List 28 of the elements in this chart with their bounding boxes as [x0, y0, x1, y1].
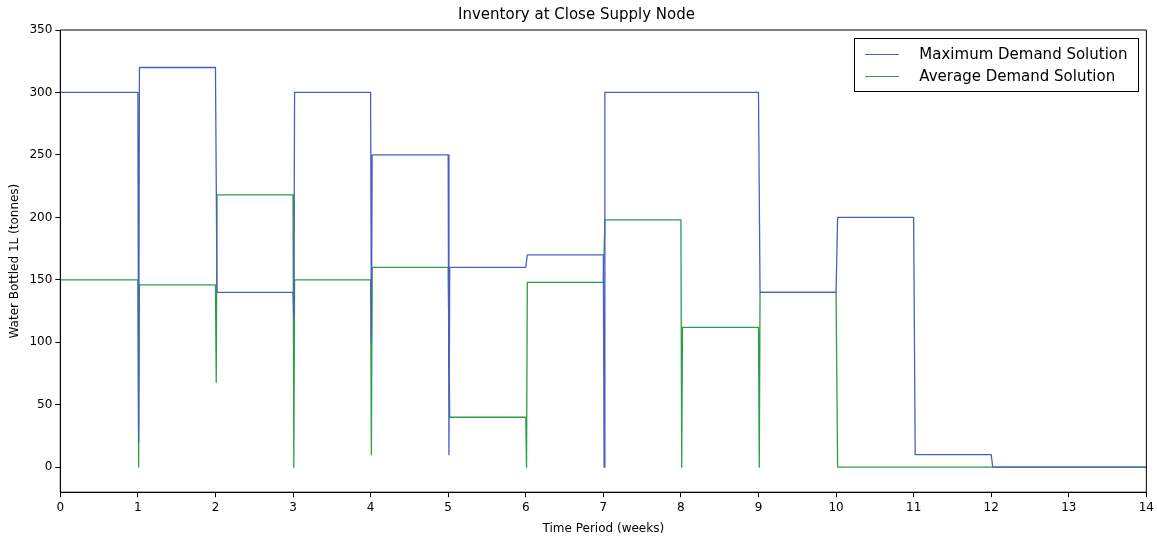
- chart-title: Inventory at Close Supply Node: [458, 4, 695, 23]
- x-tick-label: 7: [599, 499, 608, 514]
- y-tick-label: 50: [37, 396, 53, 411]
- legend-label: Maximum Demand Solution: [919, 45, 1128, 63]
- x-tick-label: 11: [906, 499, 922, 514]
- x-tick-label: 8: [677, 499, 685, 514]
- y-tick-label: 250: [29, 147, 53, 162]
- x-tick-label: 10: [828, 499, 844, 514]
- x-tick-label: 3: [289, 499, 297, 514]
- x-tick-label: 2: [211, 499, 220, 514]
- x-tick-label: 13: [1061, 499, 1077, 514]
- x-tick-label: 4: [366, 499, 375, 514]
- legend-label: Average Demand Solution: [919, 67, 1116, 85]
- y-tick-label: 100: [29, 334, 53, 349]
- y-axis-title: Water Bottled 1L (tonnes): [7, 183, 22, 339]
- x-tick-label: 0: [56, 499, 65, 514]
- x-tick-label: 6: [521, 499, 530, 514]
- x-tick-label: 12: [983, 499, 999, 514]
- x-tick-label: 1: [134, 499, 142, 514]
- y-tick-label: 150: [29, 271, 53, 286]
- y-tick-label: 350: [29, 22, 53, 37]
- y-tick-label: 0: [44, 459, 53, 474]
- x-tick-label: 5: [444, 499, 452, 514]
- x-tick-label: 14: [1138, 499, 1155, 514]
- y-tick-label: 200: [29, 209, 53, 224]
- y-tick-label: 300: [29, 84, 53, 99]
- x-tick-label: 9: [754, 499, 763, 514]
- x-axis-title: Time Period (weeks): [541, 520, 665, 535]
